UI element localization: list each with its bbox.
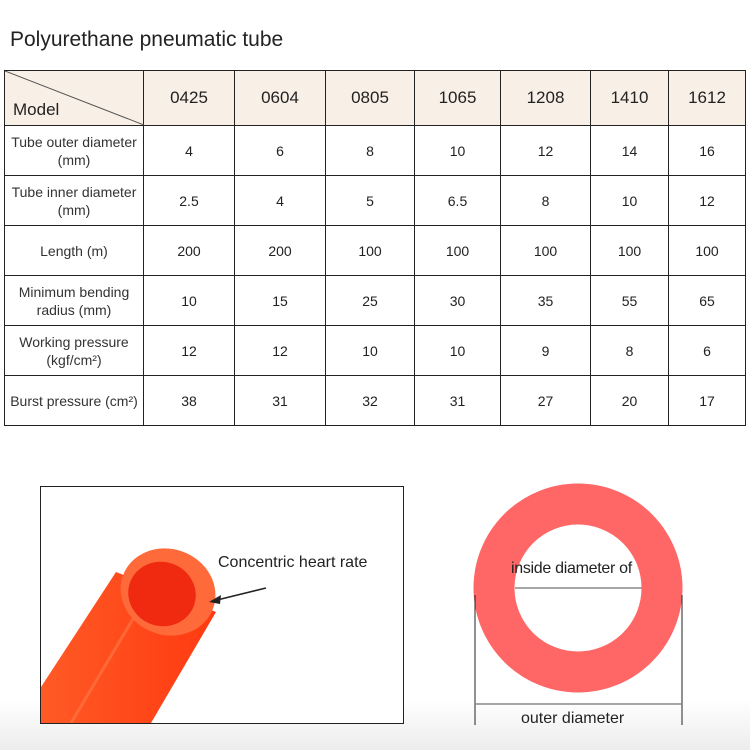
- table-cell: 31: [234, 375, 326, 426]
- table-cell: 32: [325, 375, 415, 426]
- table-cell: 25: [325, 275, 415, 326]
- row-label: Tube inner diameter (mm): [4, 175, 144, 226]
- model-header-cell: 0425: [143, 70, 235, 126]
- table-cell: 10: [414, 125, 501, 176]
- table-cell: 9: [500, 325, 591, 376]
- table-row: Working pressure (kgf/cm²) 12 12 10 10 9 8 6: [4, 325, 746, 376]
- table-cell: 100: [414, 225, 501, 276]
- tube-illustration: [41, 548, 267, 723]
- diagonal-divider: [5, 71, 144, 125]
- table-cell: 31: [414, 375, 501, 426]
- model-corner-cell: Model: [4, 70, 144, 126]
- ring-diagram: [473, 483, 683, 725]
- table-row: Tube inner diameter (mm) 2.5 4 5 6.5 8 10 12: [4, 175, 746, 226]
- model-header-cell: 1612: [668, 70, 746, 126]
- table-cell: 100: [590, 225, 669, 276]
- inside-diameter-label: inside diameter of: [511, 560, 632, 577]
- model-label: Model: [13, 100, 60, 119]
- table-cell: 30: [414, 275, 501, 326]
- table-cell: 8: [500, 175, 591, 226]
- table-row: Burst pressure (cm²) 38 31 32 31 27 20 17: [4, 375, 746, 426]
- table-cell: 100: [325, 225, 415, 276]
- table-row: Minimum bending radius (mm) 10 15 25 30 35 55 6…: [4, 275, 746, 326]
- row-label: Tube outer diameter (mm): [4, 125, 144, 176]
- tube-photo: Concentric heart rate: [40, 486, 404, 724]
- row-label: Working pressure (kgf/cm²): [4, 325, 144, 376]
- table-cell: 8: [590, 325, 669, 376]
- table-cell: 12: [143, 325, 235, 376]
- page-title: Polyurethane pneumatic tube: [10, 28, 284, 51]
- row-label: Length (m): [4, 225, 144, 276]
- table-cell: 2.5: [143, 175, 235, 226]
- table-cell: 10: [143, 275, 235, 326]
- table-cell: 6.5: [414, 175, 501, 226]
- header-row: Model 0425 0604 0805 1065 1208 1410 1612: [4, 70, 746, 126]
- table-cell: 10: [590, 175, 669, 226]
- table-cell: 38: [143, 375, 235, 426]
- table-cell: 6: [668, 325, 746, 376]
- table-cell: 5: [325, 175, 415, 226]
- table-cell: 27: [500, 375, 591, 426]
- table-cell: 4: [143, 125, 235, 176]
- table-cell: 35: [500, 275, 591, 326]
- spec-table: Model 0425 0604 0805 1065 1208 1410 1612 Tube …: [4, 70, 746, 426]
- tube-ring: [473, 483, 683, 693]
- table-cell: 15: [234, 275, 326, 326]
- table-cell: 65: [668, 275, 746, 326]
- table-row: Length (m) 200 200 100 100 100 100 100: [4, 225, 746, 276]
- table-cell: 200: [143, 225, 235, 276]
- table-cell: 10: [414, 325, 501, 376]
- table-cell: 14: [590, 125, 669, 176]
- concentric-annotation: Concentric heart rate: [218, 554, 368, 571]
- table-cell: 12: [234, 325, 326, 376]
- table-cell: 12: [500, 125, 591, 176]
- table-cell: 12: [668, 175, 746, 226]
- table-cell: 20: [590, 375, 669, 426]
- table-cell: 10: [325, 325, 415, 376]
- table-cell: 8: [325, 125, 415, 176]
- model-header-cell: 0604: [234, 70, 326, 126]
- outer-diameter-label: outer diameter: [521, 710, 625, 727]
- table-cell: 16: [668, 125, 746, 176]
- table-cell: 55: [590, 275, 669, 326]
- table-cell: 17: [668, 375, 746, 426]
- table-cell: 100: [668, 225, 746, 276]
- table-row: Tube outer diameter (mm) 4 6 8 10 12 14 16: [4, 125, 746, 176]
- model-header-cell: 0805: [325, 70, 415, 126]
- table-cell: 100: [500, 225, 591, 276]
- row-label: Burst pressure (cm²): [4, 375, 144, 426]
- table-cell: 6: [234, 125, 326, 176]
- row-label: Minimum bending radius (mm): [4, 275, 144, 326]
- model-header-cell: 1065: [414, 70, 501, 126]
- model-header-cell: 1410: [590, 70, 669, 126]
- model-header-cell: 1208: [500, 70, 591, 126]
- table-cell: 4: [234, 175, 326, 226]
- table-cell: 200: [234, 225, 326, 276]
